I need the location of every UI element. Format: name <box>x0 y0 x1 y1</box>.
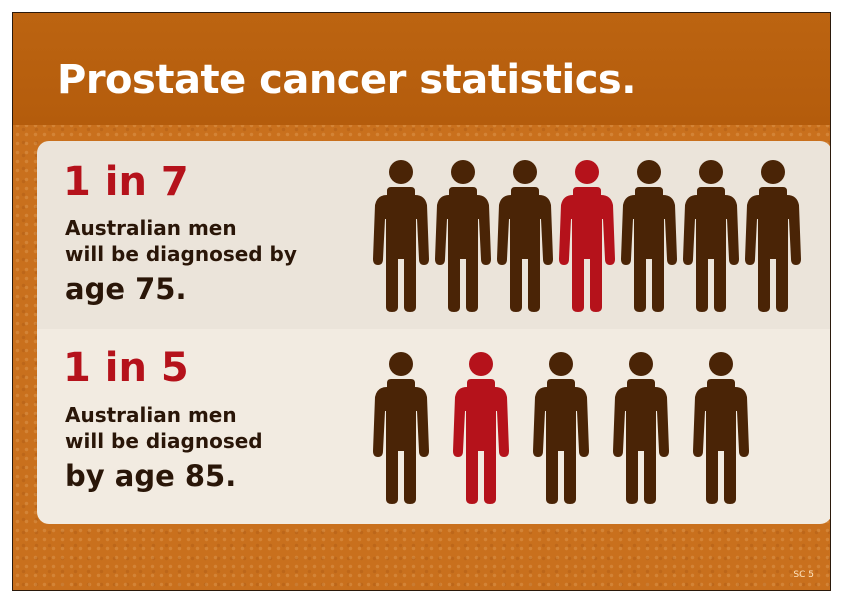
person-icon <box>533 352 589 504</box>
stat-ratio: 1 in 5 <box>63 345 189 391</box>
header-bar: Prostate cancer statistics. <box>13 13 830 125</box>
person-icon <box>453 352 509 504</box>
stat-desc-line2: will be diagnosed by <box>65 242 297 266</box>
stat-row-1: 1 in 7 Australian men will be diagnosed … <box>37 141 830 329</box>
person-icon <box>559 160 615 312</box>
person-icon <box>745 160 801 312</box>
stat-desc-line1: Australian men <box>65 403 237 427</box>
figure-row-1 <box>373 160 801 312</box>
person-icon <box>613 352 669 504</box>
person-icon <box>693 352 749 504</box>
stat-ratio: 1 in 7 <box>63 159 189 205</box>
stat-desc-line2: will be diagnosed <box>65 429 263 453</box>
slide-number: SC 5 <box>793 570 814 580</box>
slide-title: Prostate cancer statistics. <box>57 57 636 103</box>
stat-desc-line1: Australian men <box>65 216 237 240</box>
stat-age: by age 85. <box>65 459 237 493</box>
slide: Prostate cancer statistics. 1 in 7 Austr… <box>12 12 831 591</box>
stat-age: age 75. <box>65 272 187 306</box>
person-icon <box>683 160 739 312</box>
person-icon <box>621 160 677 312</box>
person-icon <box>435 160 491 312</box>
figure-row-2 <box>373 352 749 504</box>
person-icon <box>497 160 553 312</box>
stat-row-2: 1 in 5 Australian men will be diagnosed … <box>37 329 830 524</box>
person-icon <box>373 352 429 504</box>
stats-panel: 1 in 7 Australian men will be diagnosed … <box>37 141 830 524</box>
person-icon <box>373 160 429 312</box>
